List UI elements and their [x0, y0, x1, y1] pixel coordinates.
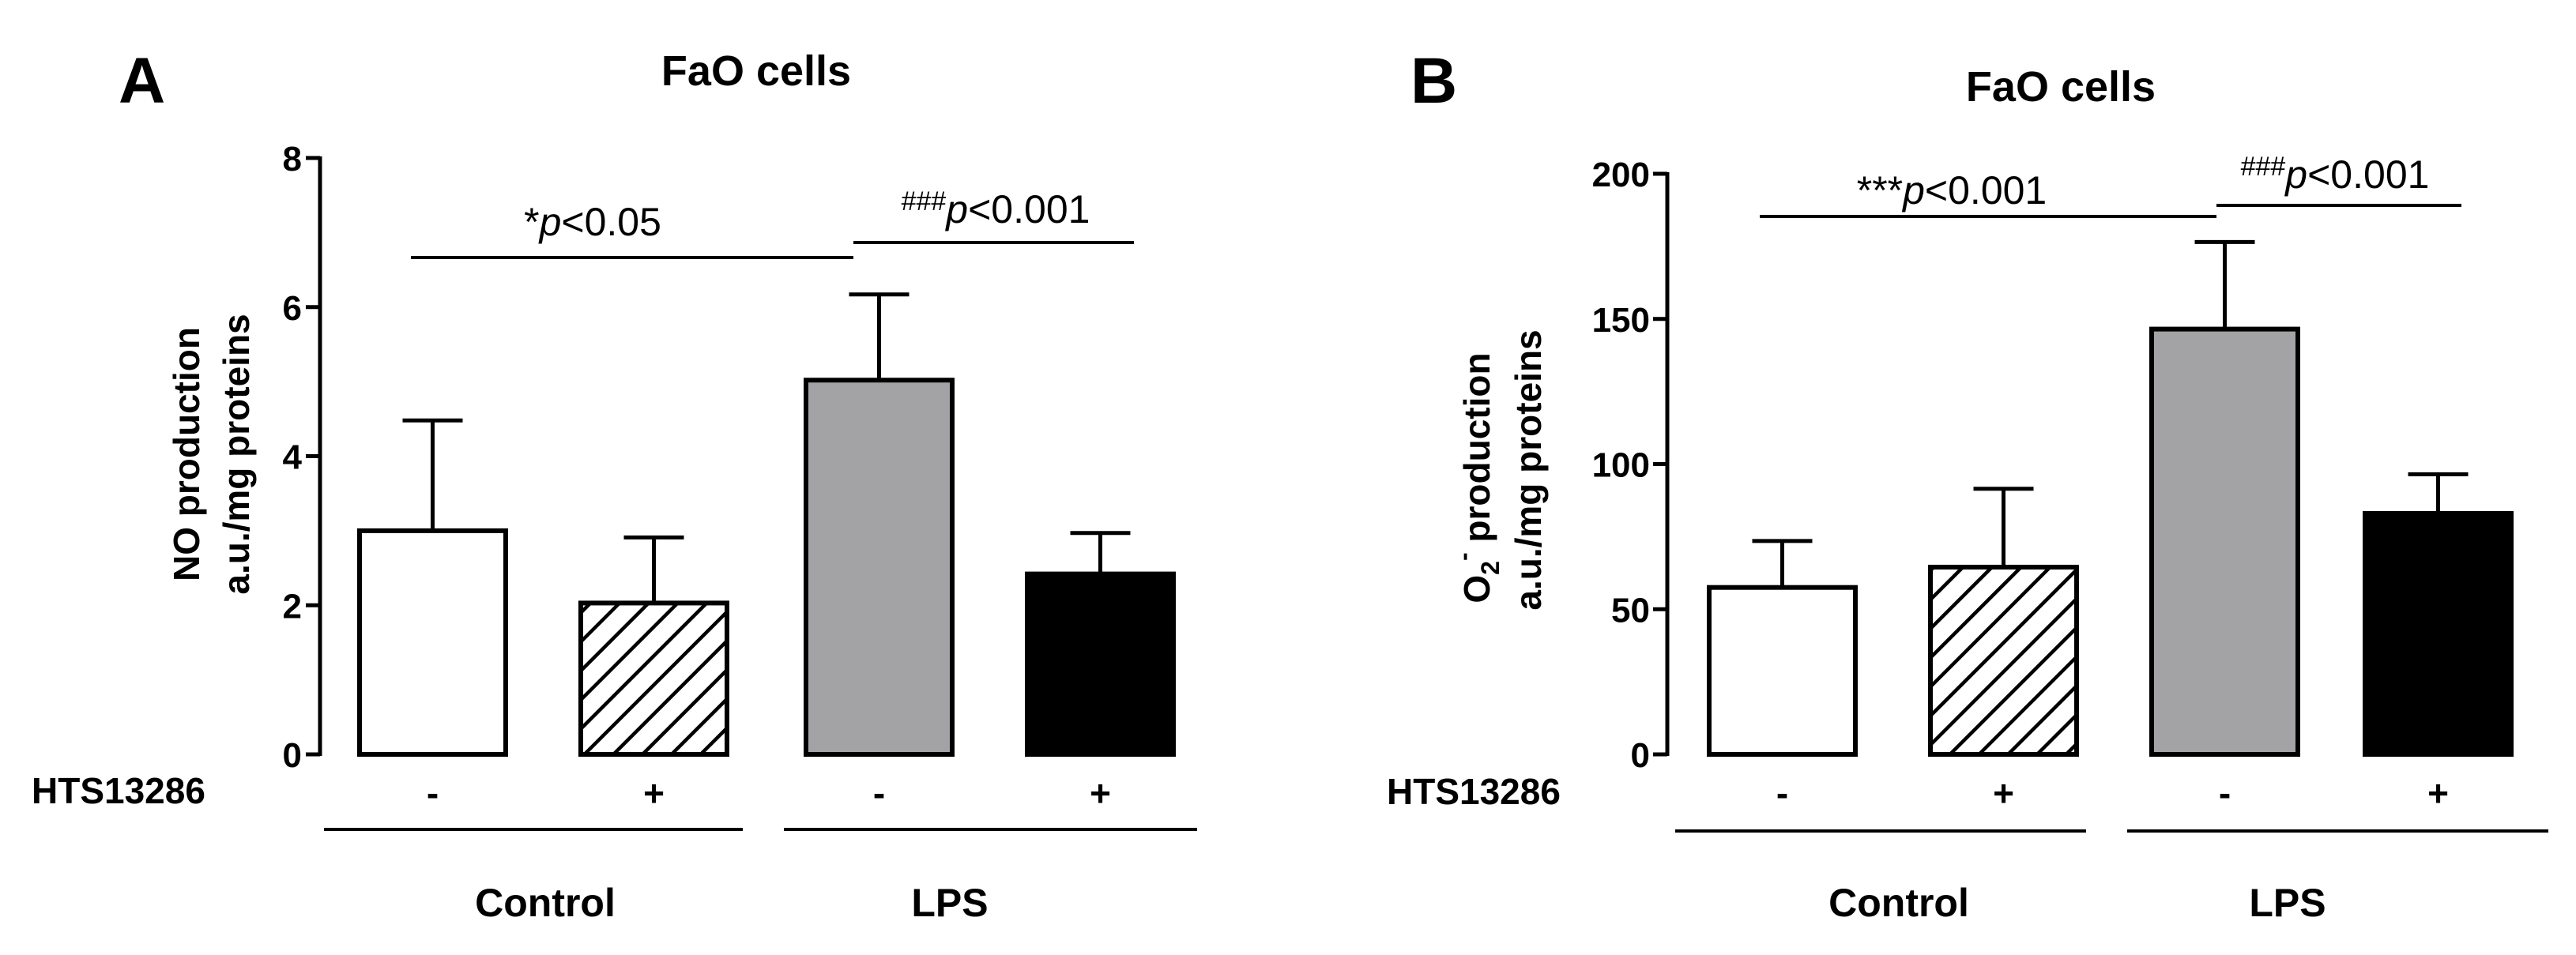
x-tick-label: - — [427, 773, 439, 814]
p-value: <0.05 — [561, 200, 661, 244]
sig-marker: ### — [2241, 152, 2286, 182]
y-tick-label: 200 — [1592, 156, 1650, 194]
bar — [2149, 326, 2300, 757]
significance-label-left: ***p<0.001 — [1857, 168, 2047, 212]
panel-a: A FaO cells NO production a.u./mg protei… — [32, 45, 1197, 925]
p-value: <0.001 — [968, 187, 1090, 231]
sig-marker: *** — [1857, 168, 1903, 212]
p-symbol: p — [2284, 152, 2307, 197]
group-label-control: Control — [475, 881, 616, 925]
y-tick-label: 150 — [1592, 301, 1650, 340]
y-tick-label: 8 — [283, 140, 302, 179]
p-value: <0.001 — [1925, 168, 2047, 212]
group-label-lps: LPS — [2249, 881, 2326, 925]
x-tick-label: - — [1776, 773, 1788, 814]
y-axis: 0 2 4 6 8 — [283, 140, 322, 775]
y-label-rest: production — [1456, 352, 1497, 552]
panel-label: A — [119, 45, 165, 117]
panel-b: B FaO cells O2- production a.u./mg prote… — [1387, 45, 2548, 925]
bars — [357, 292, 1176, 758]
y-axis-label-line2: a.u./mg proteins — [1508, 329, 1549, 610]
y-axis-label-line2: a.u./mg proteins — [216, 314, 257, 594]
x-tick-label: - — [873, 773, 885, 814]
y-axis: 0 50 100 150 200 — [1592, 156, 1670, 775]
bar — [2363, 510, 2514, 757]
p-symbol: p — [1901, 168, 1925, 212]
y-label-sub: 2 — [1476, 561, 1505, 575]
bar — [1025, 571, 1176, 757]
significance-label-left: *p<0.05 — [524, 200, 661, 244]
y-axis-label-line1: NO production — [166, 327, 207, 581]
treatment-label: HTS13286 — [1387, 771, 1561, 812]
x-tick-label: + — [643, 773, 665, 814]
p-symbol: p — [538, 200, 562, 244]
y-tick-label: 2 — [283, 587, 302, 626]
x-tick-label: - — [2219, 773, 2231, 814]
y-tick-label: 0 — [1631, 736, 1650, 775]
x-tick-label: + — [2427, 773, 2449, 814]
y-tick-label: 100 — [1592, 446, 1650, 485]
bar — [357, 528, 508, 757]
p-symbol: p — [944, 187, 968, 231]
y-tick-label: 6 — [283, 289, 302, 328]
sig-marker: ### — [902, 186, 947, 216]
bar — [1928, 564, 2079, 758]
chart-title: FaO cells — [661, 47, 851, 95]
y-tick-label: 50 — [1611, 591, 1650, 630]
bar — [804, 378, 955, 757]
y-tick-label: 4 — [283, 438, 303, 477]
bars — [1707, 239, 2514, 758]
y-label-o: O — [1456, 575, 1497, 603]
significance-label-right: ###p<0.001 — [2241, 152, 2430, 197]
x-tick-labels: - + - + — [427, 773, 1111, 814]
chart-title: FaO cells — [1966, 63, 2156, 111]
x-tick-label: + — [1090, 773, 1111, 814]
bar — [578, 600, 729, 758]
p-value: <0.001 — [2307, 152, 2429, 197]
x-tick-labels: - + - + — [1776, 773, 2449, 814]
y-label-sup: - — [1449, 552, 1478, 561]
y-tick-label: 0 — [283, 736, 302, 775]
bar — [1707, 585, 1858, 757]
significance-label-right: ###p<0.001 — [902, 186, 1090, 231]
group-label-lps: LPS — [911, 881, 988, 925]
treatment-label: HTS13286 — [32, 770, 205, 811]
sig-marker: * — [524, 200, 539, 244]
y-axis-label-line1: O2- production — [1449, 352, 1505, 603]
x-tick-label: + — [1993, 773, 2014, 814]
panel-label: B — [1410, 45, 1457, 117]
group-label-control: Control — [1828, 881, 1969, 925]
